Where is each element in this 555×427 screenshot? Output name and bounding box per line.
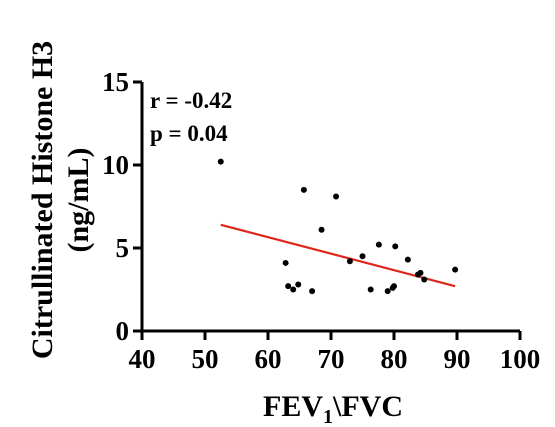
x-tick-label: 90 <box>444 344 471 374</box>
x-axis-title-suffix: \FVC <box>332 390 403 423</box>
data-points <box>217 158 459 295</box>
p-annotation: p = 0.04 <box>150 121 228 146</box>
data-point <box>333 193 340 200</box>
data-point <box>217 158 224 165</box>
x-tick-label: 60 <box>255 344 282 374</box>
data-point <box>367 286 374 293</box>
regression-group <box>220 223 456 288</box>
data-point <box>375 241 382 248</box>
x-tick-label: 40 <box>129 344 156 374</box>
data-point <box>300 186 307 193</box>
data-point <box>417 269 424 276</box>
data-point <box>392 243 399 250</box>
r-annotation: r = -0.42 <box>150 88 232 113</box>
data-point <box>404 256 411 263</box>
regression-line <box>220 223 456 288</box>
data-point <box>309 288 316 295</box>
data-point <box>318 226 325 233</box>
y-tick-label: 5 <box>116 233 130 263</box>
data-point <box>290 286 297 293</box>
y-tick-label: 15 <box>102 67 129 97</box>
y-axis-title: Citrullinated Histone H3 (ng/mL) <box>26 41 95 359</box>
x-axis-title-prefix: FEV <box>263 390 323 423</box>
x-tick-label: 100 <box>500 344 541 374</box>
x-axis-title-subscript: 1 <box>323 406 333 427</box>
y-axis-title-line-1: Citrullinated Histone H3 <box>26 41 59 359</box>
y-tick-label: 0 <box>116 316 130 346</box>
data-point <box>421 276 428 283</box>
data-point <box>359 253 366 260</box>
data-point <box>391 283 397 290</box>
tick-labels: 40 50 60 70 80 90 100 0 5 10 15 <box>102 67 540 374</box>
y-axis-title-line-2: (ng/mL) <box>62 148 95 253</box>
axes <box>140 82 520 333</box>
data-point <box>295 281 302 288</box>
y-tick-label: 10 <box>102 150 129 180</box>
ticks <box>133 80 522 340</box>
data-point <box>346 258 353 265</box>
data-point <box>384 288 391 295</box>
x-axis-title: FEV1\FVC <box>263 390 403 427</box>
x-tick-label: 70 <box>318 344 345 374</box>
x-tick-label: 50 <box>192 344 219 374</box>
data-point <box>452 266 459 273</box>
x-tick-label: 80 <box>381 344 408 374</box>
data-point <box>285 283 292 290</box>
data-point <box>282 259 289 266</box>
